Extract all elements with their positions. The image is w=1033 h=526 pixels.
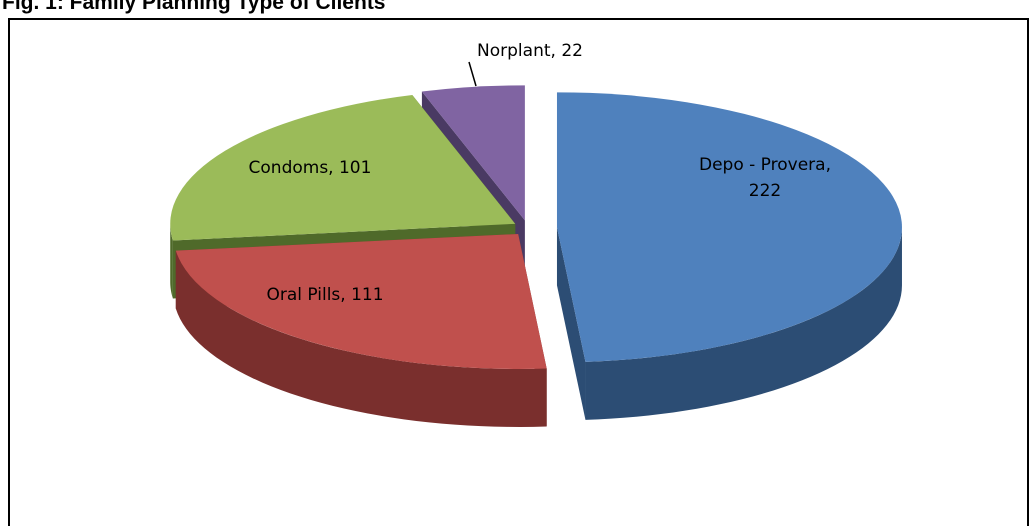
chart-frame [8,18,1029,526]
slice-wall [175,250,547,427]
slice [175,233,547,427]
slice [556,92,902,420]
data-label: Oral Pills, 111 [266,285,384,305]
slice-top [421,85,525,221]
leader-line [468,61,477,87]
slice-top [556,92,902,362]
slice-top [175,233,547,369]
chart-title: Fig. 1: Family Planning Type of Clients [2,0,386,14]
slice-top [170,94,516,241]
data-label: Depo - Provera, 222 [699,155,831,201]
slice-wall [170,223,173,299]
data-label: Norplant, 22 [477,41,583,61]
slice-side [556,227,586,420]
data-label: Condoms, 101 [248,158,372,178]
slice-wall [585,227,902,420]
